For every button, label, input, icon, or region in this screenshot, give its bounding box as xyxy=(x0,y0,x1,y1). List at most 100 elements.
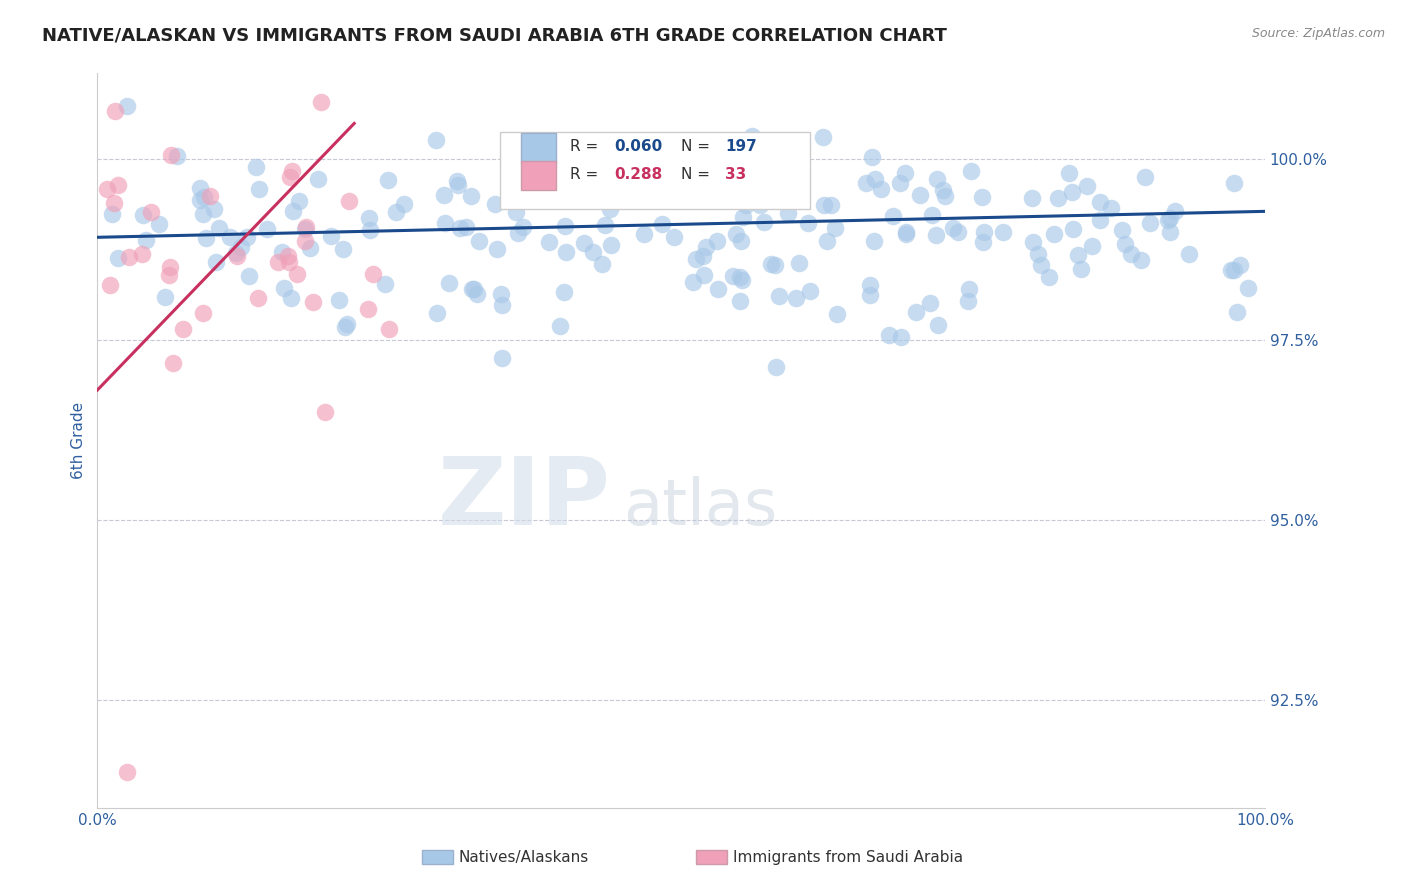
Point xyxy=(599,238,621,252)
Point xyxy=(247,182,270,196)
Text: 197: 197 xyxy=(725,139,758,154)
Text: ZIP: ZIP xyxy=(439,453,612,545)
Point xyxy=(153,290,176,304)
Point xyxy=(934,189,956,203)
Point xyxy=(1159,211,1181,225)
Point xyxy=(256,222,278,236)
Point xyxy=(336,317,359,331)
Point xyxy=(695,240,717,254)
Point xyxy=(706,235,728,249)
Point xyxy=(1070,262,1092,277)
Point xyxy=(956,293,979,308)
Point xyxy=(599,202,621,216)
Point xyxy=(991,226,1014,240)
Point xyxy=(572,235,595,250)
Point xyxy=(377,173,399,187)
Point xyxy=(463,283,485,297)
Text: N =: N = xyxy=(681,139,716,154)
Point xyxy=(115,765,138,780)
Point xyxy=(744,136,766,150)
Point xyxy=(1022,235,1045,250)
Point xyxy=(271,245,294,260)
Point xyxy=(547,153,569,168)
FancyBboxPatch shape xyxy=(501,132,810,209)
Text: 33: 33 xyxy=(725,167,747,182)
Point xyxy=(1129,252,1152,267)
Point xyxy=(139,205,162,219)
Point xyxy=(731,273,754,287)
Point xyxy=(920,296,942,310)
Point xyxy=(932,184,955,198)
Point xyxy=(960,164,983,178)
Point xyxy=(245,161,267,175)
Point xyxy=(863,171,886,186)
Point xyxy=(904,305,927,319)
Point xyxy=(633,227,655,242)
Point xyxy=(467,286,489,301)
Point xyxy=(730,234,752,248)
Point xyxy=(1043,227,1066,241)
Point xyxy=(585,161,607,176)
Point xyxy=(219,230,242,244)
Point xyxy=(820,198,842,212)
Point xyxy=(946,225,969,239)
Point xyxy=(157,268,180,282)
Point xyxy=(877,328,900,343)
Point xyxy=(924,227,946,242)
Point xyxy=(332,242,354,256)
Point xyxy=(1099,201,1122,215)
Point xyxy=(745,187,768,202)
Point xyxy=(172,322,194,336)
Point xyxy=(425,133,447,147)
Point xyxy=(357,211,380,226)
Point xyxy=(131,208,153,222)
Point xyxy=(107,178,129,193)
Text: R =: R = xyxy=(571,139,603,154)
Point xyxy=(554,219,576,233)
Point xyxy=(384,204,406,219)
Point xyxy=(759,257,782,271)
Point xyxy=(278,170,301,185)
Point xyxy=(193,190,215,204)
Point xyxy=(101,207,124,221)
Point xyxy=(553,285,575,299)
Point xyxy=(778,148,800,162)
Point xyxy=(437,276,460,290)
Point xyxy=(970,189,993,203)
Point xyxy=(583,167,606,181)
Point xyxy=(361,267,384,281)
Point xyxy=(1159,225,1181,239)
Point xyxy=(467,234,489,248)
Point xyxy=(685,252,707,266)
Point xyxy=(337,194,360,209)
FancyBboxPatch shape xyxy=(522,134,557,163)
Point xyxy=(585,190,607,204)
Point xyxy=(855,176,877,190)
Point xyxy=(1038,270,1060,285)
Point xyxy=(1178,247,1201,261)
Text: 0.060: 0.060 xyxy=(614,139,662,154)
Point xyxy=(1156,213,1178,227)
Point xyxy=(735,198,758,212)
Point xyxy=(1057,166,1080,180)
Point xyxy=(131,247,153,261)
Point xyxy=(461,282,484,296)
Point xyxy=(294,234,316,248)
Point xyxy=(662,229,685,244)
Point xyxy=(434,216,457,230)
Point xyxy=(921,208,943,222)
Point xyxy=(925,172,948,186)
Point xyxy=(225,249,247,263)
Point xyxy=(531,169,554,184)
Point xyxy=(824,221,846,235)
Point xyxy=(602,157,624,171)
Point xyxy=(374,277,396,291)
Point xyxy=(785,291,807,305)
Point xyxy=(972,235,994,249)
Point xyxy=(575,189,598,203)
Point xyxy=(288,194,311,208)
Point xyxy=(811,129,834,144)
Point xyxy=(285,268,308,282)
Point xyxy=(378,322,401,336)
Point xyxy=(484,197,506,211)
